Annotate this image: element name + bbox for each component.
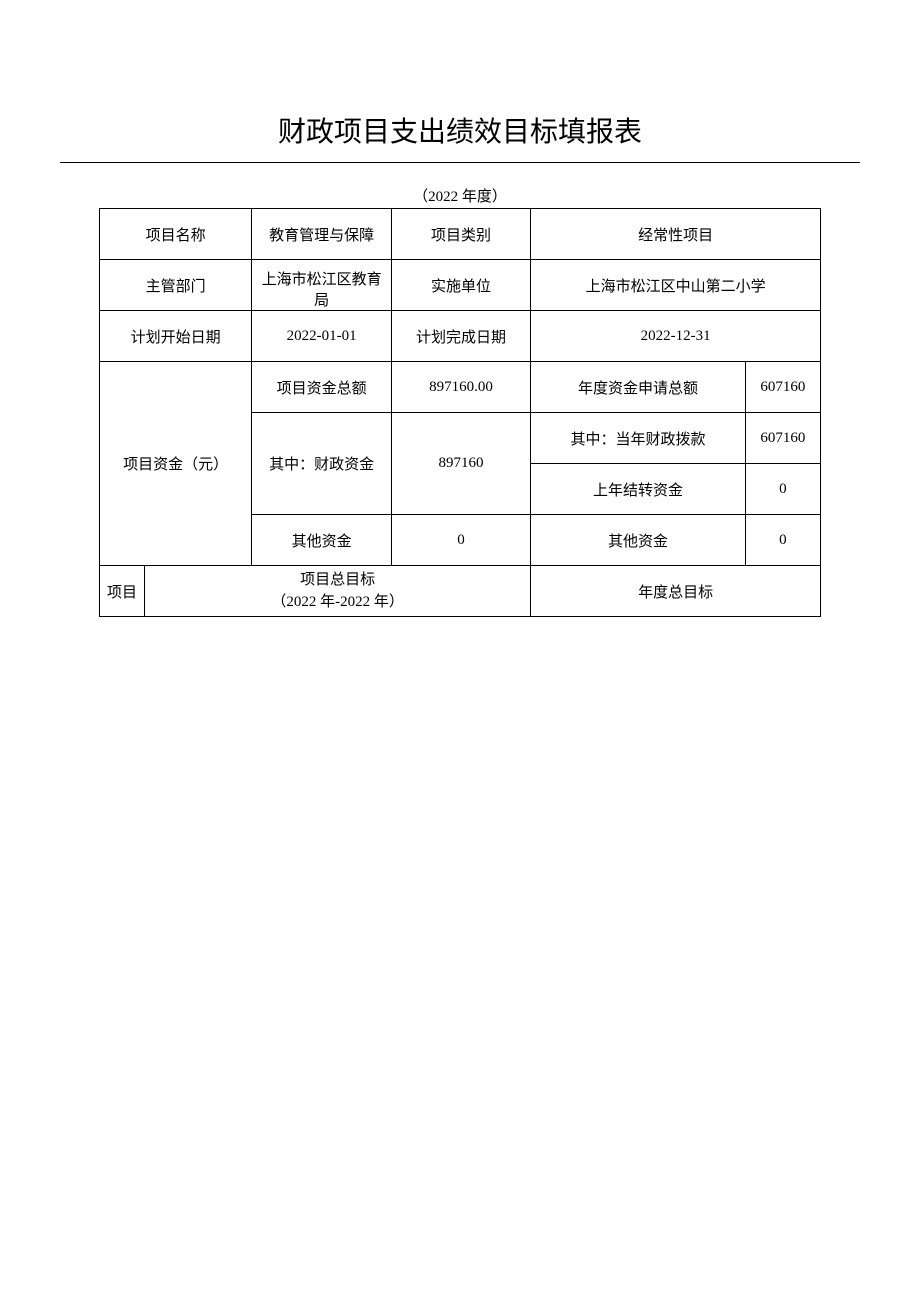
- report-table: 项目名称 教育管理与保障 项目类别 经常性项目 主管部门 上海市松江区教育局 实…: [99, 208, 821, 617]
- value-plan-start: 2022-01-01: [252, 311, 391, 362]
- label-current-year-fiscal: 其中：当年财政拨款: [531, 413, 746, 464]
- page-subtitle: （2022 年度）: [0, 185, 920, 206]
- label-other-fund: 其他资金: [252, 515, 391, 566]
- value-plan-end: 2022-12-31: [531, 311, 821, 362]
- label-carryover: 上年结转资金: [531, 464, 746, 515]
- label-project-name: 项目名称: [100, 209, 252, 260]
- value-other-fund2: 0: [745, 515, 820, 566]
- value-project-name: 教育管理与保障: [252, 209, 391, 260]
- label-project-funds: 项目资金（元）: [100, 362, 252, 566]
- label-supervisor-dept: 主管部门: [100, 260, 252, 311]
- label-fund-total: 项目资金总额: [252, 362, 391, 413]
- value-fiscal-fund: 897160: [391, 413, 530, 515]
- value-carryover: 0: [745, 464, 820, 515]
- label-plan-start: 计划开始日期: [100, 311, 252, 362]
- label-project-category: 项目类别: [391, 209, 530, 260]
- value-supervisor-dept: 上海市松江区教育局: [252, 260, 391, 311]
- value-fund-total: 897160.00: [391, 362, 530, 413]
- label-other-fund2: 其他资金: [531, 515, 746, 566]
- label-overall-goal: 项目总目标 （2022 年-2022 年）: [145, 566, 531, 617]
- page-title: 财政项目支出绩效目标填报表: [60, 110, 860, 163]
- overall-goal-line1: 项目总目标: [300, 572, 375, 588]
- value-annual-apply-total: 607160: [745, 362, 820, 413]
- label-project: 项目: [100, 566, 145, 617]
- overall-goal-line2: （2022 年-2022 年）: [271, 594, 404, 610]
- value-project-category: 经常性项目: [531, 209, 821, 260]
- value-other-fund: 0: [391, 515, 530, 566]
- label-implement-unit: 实施单位: [391, 260, 530, 311]
- value-current-year-fiscal: 607160: [745, 413, 820, 464]
- label-annual-apply-total: 年度资金申请总额: [531, 362, 746, 413]
- value-implement-unit: 上海市松江区中山第二小学: [531, 260, 821, 311]
- label-plan-end: 计划完成日期: [391, 311, 530, 362]
- label-fiscal-fund: 其中：财政资金: [252, 413, 391, 515]
- page-container: 财政项目支出绩效目标填报表 （2022 年度） 项目名称 教育管理与保障 项目类…: [0, 0, 920, 617]
- label-annual-goal: 年度总目标: [531, 566, 821, 617]
